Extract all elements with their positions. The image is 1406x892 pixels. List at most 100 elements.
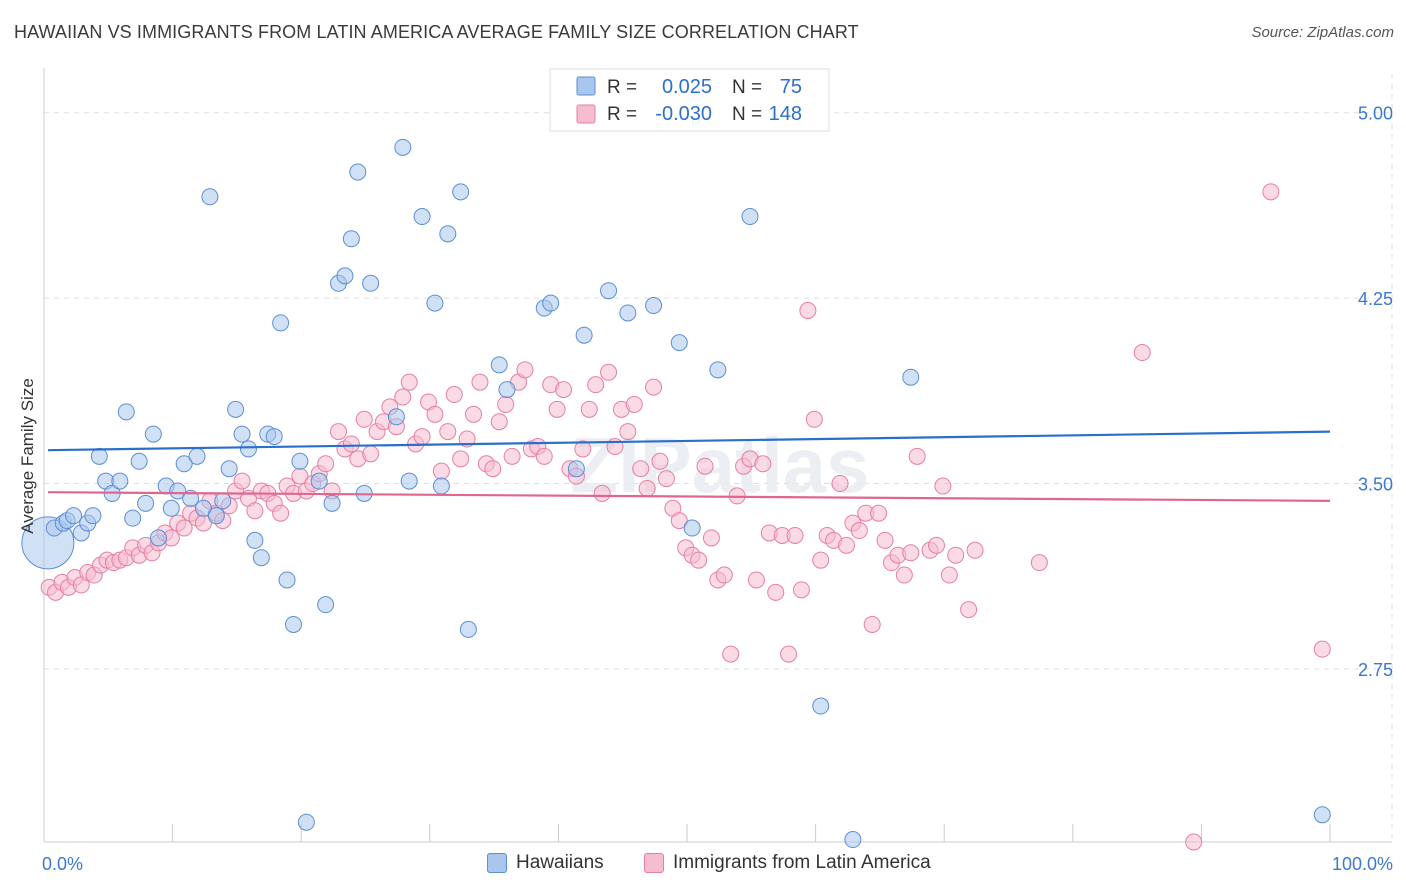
data-point — [625, 395, 643, 413]
y-tick-label: 2.75 — [1358, 660, 1393, 680]
legend-n-value: 75 — [780, 76, 802, 98]
data-point — [715, 566, 733, 584]
data-point — [786, 526, 804, 544]
data-point — [239, 440, 257, 458]
y-axis-label: Average Family Size — [18, 378, 37, 534]
data-point — [297, 813, 315, 831]
data-point — [1030, 554, 1048, 572]
data-point — [201, 188, 219, 206]
data-point — [1262, 183, 1280, 201]
data-point — [355, 410, 373, 428]
legend-n-label: N = — [732, 77, 762, 98]
data-point — [84, 507, 102, 525]
data-point — [831, 475, 849, 493]
x-tick-label: 100.0% — [1332, 854, 1393, 874]
data-point — [645, 297, 663, 315]
data-point — [426, 405, 444, 423]
legend-r-value: 0.025 — [662, 76, 712, 98]
data-point — [188, 447, 206, 465]
data-point — [490, 413, 508, 431]
data-point — [291, 452, 309, 470]
data-point — [863, 615, 881, 633]
watermark: ZIPatlas — [570, 421, 869, 509]
correlation-legend: R = 0.025 N = 75 R = -0.030 N = 148 — [549, 68, 830, 132]
data-point — [426, 294, 444, 312]
data-point — [619, 423, 637, 441]
data-point — [182, 489, 200, 507]
x-tick-label: 0.0% — [42, 854, 83, 874]
data-point — [349, 163, 367, 181]
data-point — [137, 494, 155, 512]
data-point — [124, 509, 142, 527]
data-point — [284, 615, 302, 633]
legend-label-hawaiians: Hawaiians — [516, 852, 604, 873]
trend-lines — [47, 430, 1331, 502]
legend-r-value: -0.030 — [655, 103, 712, 125]
data-point — [837, 536, 855, 554]
data-point — [465, 405, 483, 423]
data-point — [169, 482, 187, 500]
data-point — [336, 267, 354, 285]
data-point — [767, 583, 785, 601]
data-point — [490, 356, 508, 374]
data-point — [844, 831, 862, 849]
series-immigrants-latin-america — [40, 183, 1331, 851]
source-label: Source: ZipAtlas.com — [1251, 24, 1394, 41]
data-point — [246, 502, 264, 520]
data-point — [696, 457, 714, 475]
data-point — [876, 531, 894, 549]
data-point — [498, 381, 516, 399]
trend-line-immigrants — [47, 491, 1331, 502]
data-point — [966, 541, 984, 559]
data-point — [1313, 640, 1331, 658]
data-point — [144, 425, 162, 443]
data-point — [780, 645, 798, 663]
data-point — [870, 504, 888, 522]
data-point — [947, 546, 965, 564]
data-point — [792, 581, 810, 599]
data-point — [497, 395, 515, 413]
tick-labels: 5.00 4.25 3.50 2.75 0.0% 100.0% — [42, 104, 1393, 874]
data-point — [362, 445, 380, 463]
data-point — [535, 447, 553, 465]
data-point — [452, 183, 470, 201]
y-tick-label: 5.00 — [1358, 104, 1393, 124]
data-point — [670, 334, 688, 352]
data-point — [317, 596, 335, 614]
data-point — [940, 566, 958, 584]
data-point — [432, 477, 450, 495]
data-point — [214, 492, 232, 510]
data-point — [1133, 344, 1151, 362]
data-point — [342, 435, 360, 453]
data-point — [484, 460, 502, 478]
data-point — [593, 484, 611, 502]
data-point — [317, 455, 335, 473]
series-legend: Hawaiians Immigrants from Latin America — [0, 852, 1406, 878]
data-point — [329, 423, 347, 441]
data-point — [709, 361, 727, 379]
data-point — [272, 314, 290, 332]
data-point — [555, 381, 573, 399]
data-point — [445, 386, 463, 404]
data-point — [747, 571, 765, 589]
series-hawaiians — [21, 138, 1331, 849]
data-point — [657, 470, 675, 488]
data-point — [439, 423, 457, 441]
legend-swatch-immigrants — [644, 853, 664, 873]
data-point — [233, 472, 251, 490]
y-tick-label: 4.25 — [1358, 289, 1393, 309]
data-point — [387, 408, 405, 426]
data-point — [400, 472, 418, 490]
data-point — [323, 494, 341, 512]
legend-r-label: R = — [607, 77, 637, 98]
data-point — [600, 282, 618, 300]
data-point — [394, 138, 412, 156]
legend-swatch-hawaiians — [487, 853, 507, 873]
data-point — [394, 388, 412, 406]
legend-r-label: R = — [607, 104, 637, 125]
data-point — [960, 601, 978, 619]
data-point — [227, 400, 245, 418]
data-point — [162, 499, 180, 517]
data-point — [548, 400, 566, 418]
legend-item-hawaiians: Hawaiians — [487, 852, 604, 874]
